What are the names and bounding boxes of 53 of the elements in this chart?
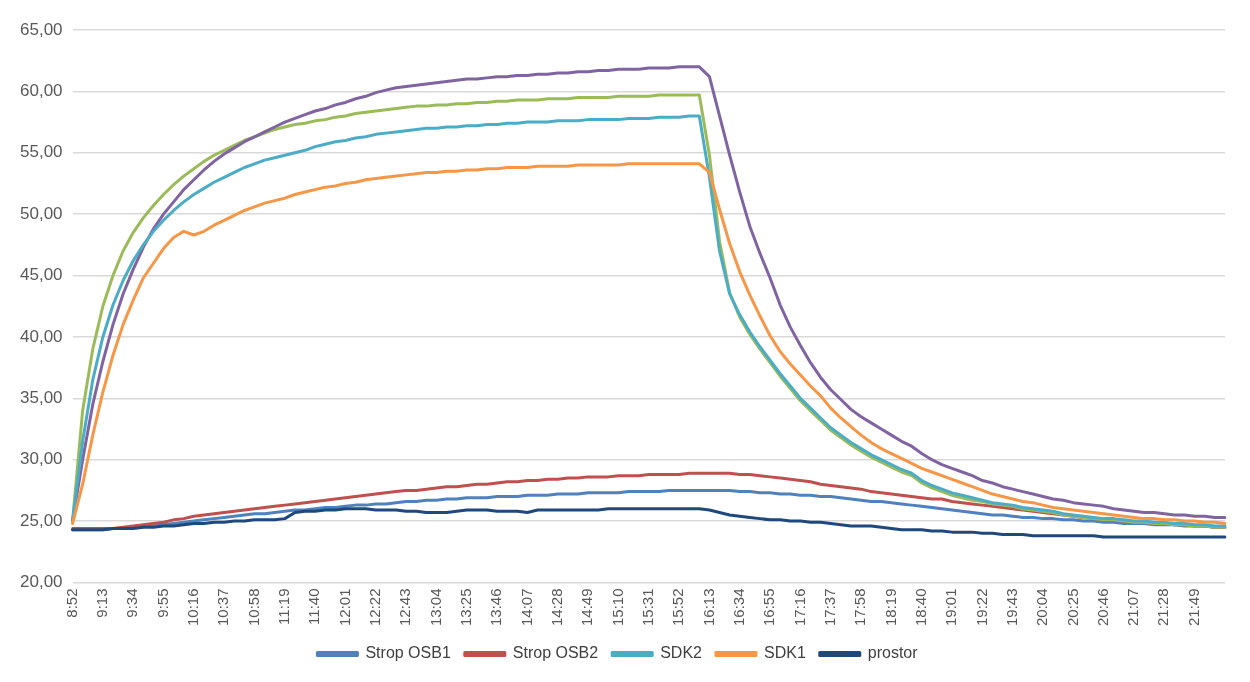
x-tick-label: 15:52 (669, 588, 687, 627)
x-tick-label: 9:34 (123, 588, 141, 618)
x-tick-label: 16:34 (729, 588, 747, 627)
x-tick-label: 21:07 (1124, 588, 1142, 627)
x-tick-label: 9:13 (93, 588, 111, 618)
x-tick-label: 15:10 (608, 588, 626, 627)
x-tick-label: 17:37 (820, 588, 838, 627)
x-tick-label: 16:13 (699, 588, 717, 627)
y-tick-label: 50,00 (19, 203, 63, 223)
y-tick-label: 45,00 (19, 265, 63, 285)
x-tick-label: 20:46 (1093, 588, 1111, 627)
y-tick-label: 35,00 (19, 388, 63, 407)
y-tick-label: 40,00 (19, 326, 63, 346)
legend-label: prostor (867, 644, 919, 662)
x-tick-label: 10:58 (244, 588, 262, 627)
y-tick-label: 30,00 (19, 449, 63, 469)
x-tick-label: 16:55 (760, 588, 778, 627)
y-tick-label: 20,00 (19, 572, 63, 592)
x-tick-label: 18:40 (911, 588, 929, 627)
x-tick-label: 18:19 (881, 588, 899, 627)
y-tick-label: 55,00 (19, 142, 63, 162)
x-tick-label: 17:16 (790, 588, 808, 627)
x-tick-label: 10:37 (214, 588, 232, 627)
legend-label: Strop OSB2 (512, 644, 599, 662)
x-tick-label: 19:01 (942, 588, 960, 627)
y-tick-label: 65,00 (19, 19, 63, 39)
x-tick-label: 20:04 (1033, 588, 1051, 627)
x-tick-label: 21:28 (1154, 588, 1172, 627)
x-tick-label: 9:55 (153, 588, 171, 618)
x-tick-label: 17:58 (851, 588, 869, 627)
x-tick-label: 19:43 (1002, 588, 1020, 627)
x-tick-label: 14:28 (547, 588, 565, 627)
x-tick-label: 14:49 (578, 588, 596, 627)
x-tick-label: 12:01 (335, 588, 353, 627)
y-tick-label: 60,00 (19, 81, 63, 101)
legend-label: SDK2 (660, 644, 703, 662)
x-tick-label: 11:19 (274, 588, 292, 625)
x-tick-label: 8:52 (62, 588, 80, 618)
y-tick-label: 25,00 (19, 510, 63, 530)
x-tick-label: 13:46 (487, 588, 505, 627)
x-tick-label: 15:31 (638, 588, 656, 627)
x-tick-label: 11:40 (305, 588, 323, 625)
x-tick-label: 20:25 (1063, 588, 1081, 627)
x-tick-label: 21:49 (1184, 588, 1202, 627)
x-tick-label: 10:16 (183, 588, 201, 627)
x-tick-label: 19:22 (972, 588, 990, 627)
legend-label: SDK1 (763, 644, 806, 662)
x-tick-label: 12:22 (365, 588, 383, 627)
x-tick-label: 13:04 (426, 588, 444, 627)
x-tick-label: 14:07 (517, 588, 535, 627)
x-tick-label: 12:43 (396, 588, 414, 627)
legend-label: Strop OSB1 (365, 644, 451, 662)
x-tick-label: 13:25 (456, 588, 474, 627)
